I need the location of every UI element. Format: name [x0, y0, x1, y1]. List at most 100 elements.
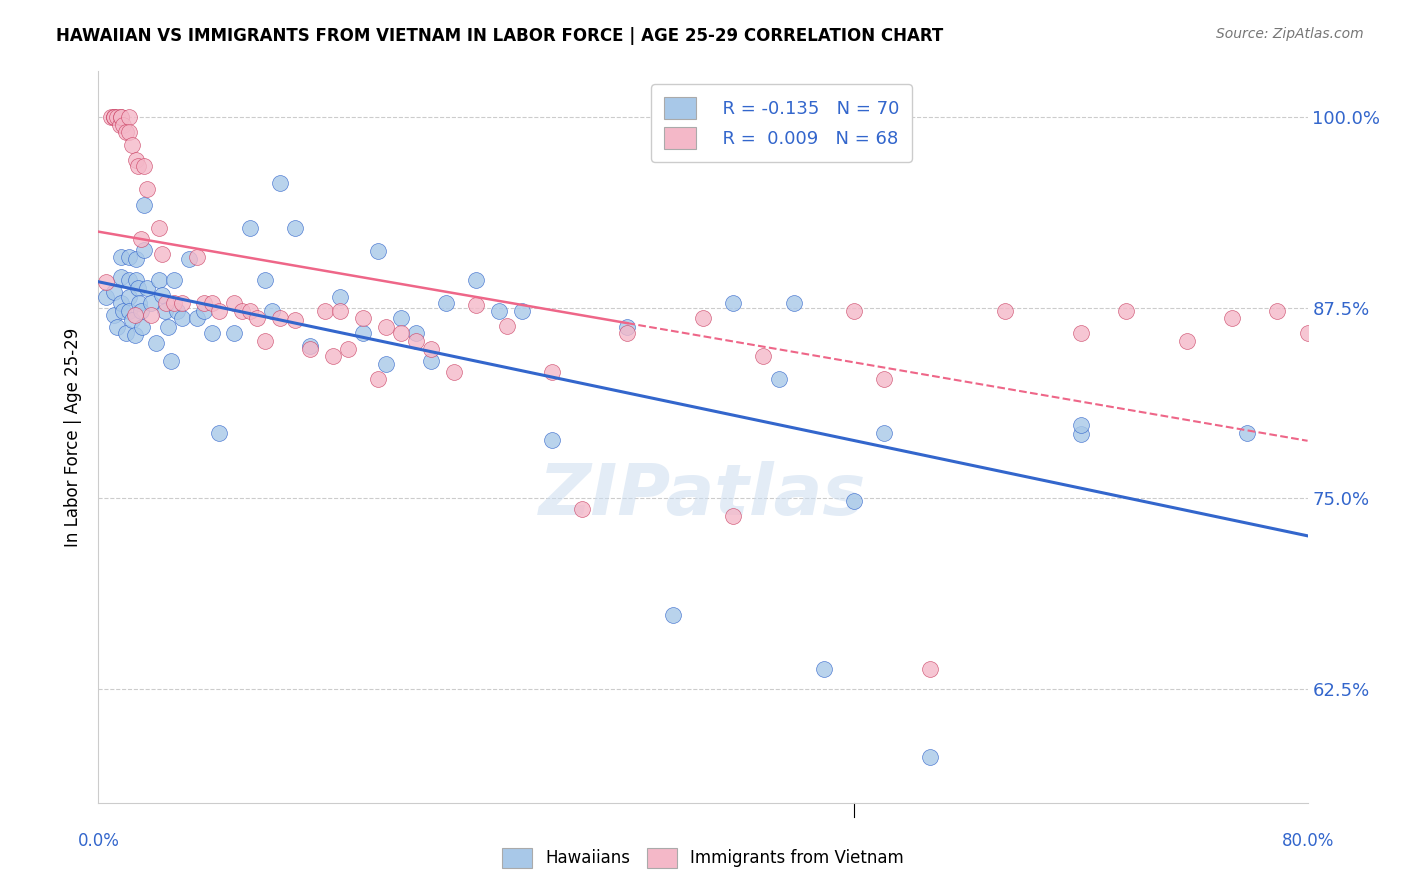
Point	[166, 303, 188, 318]
Point	[114, 125, 136, 139]
Point	[160, 354, 183, 368]
Point	[1115, 303, 1137, 318]
Point	[118, 250, 141, 264]
Point	[111, 303, 134, 318]
Text: 0.0%: 0.0%	[77, 832, 120, 850]
Point	[128, 296, 150, 310]
Point	[148, 273, 170, 287]
Point	[125, 252, 148, 266]
Point	[434, 296, 457, 310]
Point	[918, 750, 941, 764]
Point	[105, 320, 128, 334]
Point	[752, 349, 775, 363]
Point	[208, 303, 231, 318]
Point	[322, 349, 344, 363]
Point	[156, 320, 179, 334]
Legend:   R = -0.135   N = 70,   R =  0.009   N = 68: R = -0.135 N = 70, R = 0.009 N = 68	[651, 84, 912, 161]
Point	[118, 290, 141, 304]
Point	[125, 153, 148, 167]
Point	[131, 320, 153, 334]
Point	[110, 250, 132, 264]
Point	[813, 662, 835, 676]
Point	[1175, 334, 1198, 348]
Point	[420, 342, 443, 356]
Point	[352, 311, 374, 326]
Point	[692, 311, 714, 326]
Point	[170, 311, 193, 326]
Text: Source: ZipAtlas.com: Source: ZipAtlas.com	[1216, 27, 1364, 41]
Point	[465, 273, 488, 287]
Point	[783, 296, 806, 310]
Point	[135, 281, 157, 295]
Point	[374, 320, 396, 334]
Point	[873, 372, 896, 386]
Point	[108, 118, 131, 132]
Point	[284, 221, 307, 235]
Point	[239, 303, 262, 318]
Point	[193, 303, 215, 318]
Point	[145, 335, 167, 350]
Point	[1236, 425, 1258, 440]
Point	[118, 303, 141, 318]
Point	[253, 273, 276, 287]
Point	[1296, 326, 1319, 341]
Point	[420, 354, 443, 368]
Point	[661, 608, 683, 623]
Point	[1070, 427, 1092, 442]
Point	[723, 509, 745, 524]
Point	[329, 303, 352, 318]
Point	[299, 339, 322, 353]
Point	[103, 110, 125, 124]
Point	[299, 342, 322, 356]
Point	[314, 303, 336, 318]
Point	[121, 137, 143, 152]
Point	[155, 296, 177, 310]
Point	[616, 320, 638, 334]
Point	[873, 425, 896, 440]
Point	[127, 159, 149, 173]
Point	[495, 318, 517, 333]
Point	[239, 221, 262, 235]
Point	[179, 252, 201, 266]
Point	[571, 501, 593, 516]
Point	[163, 296, 186, 310]
Point	[103, 285, 125, 300]
Point	[329, 290, 352, 304]
Point	[127, 281, 149, 295]
Point	[224, 326, 246, 341]
Point	[389, 311, 412, 326]
Point	[405, 326, 427, 341]
Point	[153, 303, 176, 318]
Text: HAWAIIAN VS IMMIGRANTS FROM VIETNAM IN LABOR FORCE | AGE 25-29 CORRELATION CHART: HAWAIIAN VS IMMIGRANTS FROM VIETNAM IN L…	[56, 27, 943, 45]
Point	[510, 303, 533, 318]
Point	[405, 334, 427, 348]
Point	[1070, 326, 1092, 341]
Point	[389, 326, 412, 341]
Point	[269, 311, 291, 326]
Point	[253, 334, 276, 348]
Point	[367, 244, 389, 259]
Point	[118, 125, 141, 139]
Point	[1070, 417, 1092, 432]
Point	[994, 303, 1017, 318]
Point	[148, 221, 170, 235]
Point	[114, 326, 136, 341]
Point	[132, 243, 155, 257]
Point	[94, 290, 117, 304]
Point	[465, 297, 488, 311]
Point	[443, 365, 465, 379]
Point	[540, 365, 562, 379]
Point	[110, 296, 132, 310]
Point	[103, 110, 125, 124]
Point	[124, 308, 146, 322]
Point	[488, 303, 510, 318]
Point	[141, 308, 163, 322]
Point	[1220, 311, 1243, 326]
Point	[135, 182, 157, 196]
Point	[352, 326, 374, 341]
Legend: Hawaiians, Immigrants from Vietnam: Hawaiians, Immigrants from Vietnam	[495, 841, 911, 875]
Point	[208, 425, 231, 440]
Point	[94, 275, 117, 289]
Point	[111, 118, 134, 132]
Point	[201, 326, 224, 341]
